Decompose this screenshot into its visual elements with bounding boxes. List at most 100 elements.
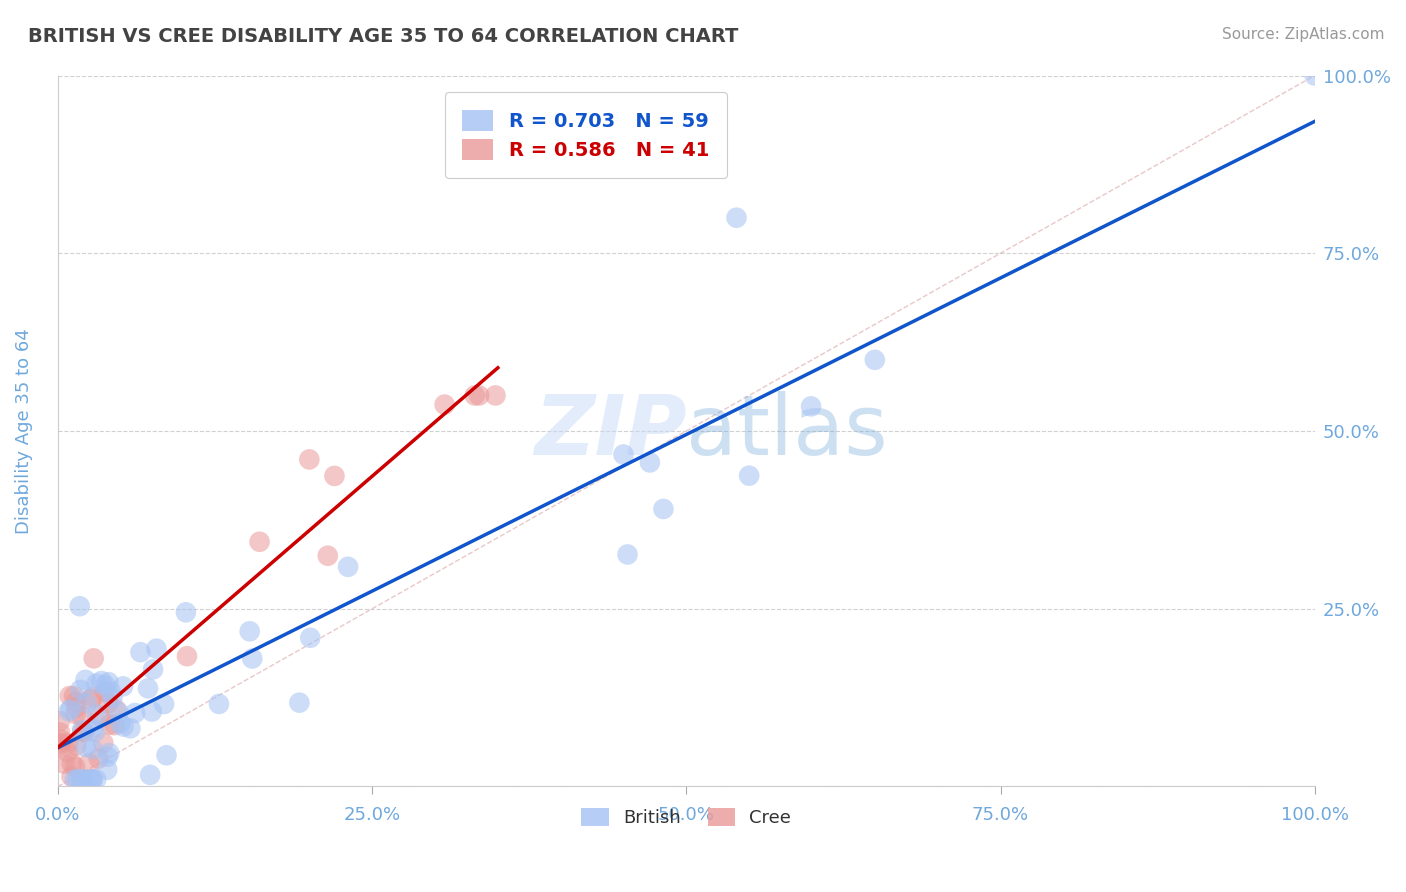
Point <box>72 724 94 739</box>
Point <box>60 770 83 784</box>
Point <box>94 678 117 692</box>
Point <box>63 772 86 787</box>
Point <box>145 641 167 656</box>
Point <box>65 700 87 714</box>
Point <box>120 721 142 735</box>
Point <box>638 455 661 469</box>
Point <box>104 702 127 716</box>
Point <box>337 559 360 574</box>
Point <box>96 763 118 777</box>
Point <box>155 748 177 763</box>
Point <box>84 772 107 787</box>
Point <box>79 772 101 787</box>
Point <box>298 452 321 467</box>
Point <box>70 723 93 737</box>
Point <box>65 706 87 721</box>
Point <box>129 645 152 659</box>
Point <box>97 749 120 764</box>
Text: ZIP: ZIP <box>534 391 686 472</box>
Point <box>153 697 176 711</box>
Point <box>725 211 748 225</box>
Point <box>73 725 96 739</box>
Point <box>104 718 127 732</box>
Point <box>863 352 886 367</box>
Text: Source: ZipAtlas.com: Source: ZipAtlas.com <box>1222 27 1385 42</box>
Point <box>141 705 163 719</box>
Point <box>652 502 675 516</box>
Point <box>484 388 506 402</box>
Point <box>612 448 634 462</box>
Point <box>80 692 103 706</box>
Point <box>316 549 339 563</box>
Point <box>112 720 135 734</box>
Point <box>75 739 97 754</box>
Point <box>84 724 107 739</box>
Point <box>58 704 80 718</box>
Point <box>69 599 91 614</box>
Point <box>323 469 346 483</box>
Point <box>97 696 120 710</box>
Point <box>208 697 231 711</box>
Point <box>70 709 93 723</box>
Point <box>433 398 456 412</box>
Point <box>86 707 108 722</box>
Point <box>240 651 263 665</box>
Point <box>66 772 89 787</box>
Point <box>738 468 761 483</box>
Point <box>174 605 197 619</box>
Point <box>59 702 82 716</box>
Point <box>107 705 129 719</box>
Point <box>112 679 135 693</box>
Point <box>91 736 114 750</box>
Point <box>82 772 104 787</box>
Point <box>49 725 72 739</box>
Point <box>83 651 105 665</box>
Point <box>616 548 638 562</box>
Point <box>110 716 132 731</box>
Point <box>94 685 117 699</box>
Point <box>139 768 162 782</box>
Point <box>80 772 103 787</box>
Point <box>464 388 486 402</box>
Point <box>69 682 91 697</box>
Point <box>63 760 86 774</box>
Point <box>56 745 79 759</box>
Point <box>98 717 121 731</box>
Point <box>101 690 124 705</box>
Point <box>82 742 104 756</box>
Point <box>65 695 87 709</box>
Point <box>75 696 97 710</box>
Point <box>97 675 120 690</box>
Point <box>89 709 111 723</box>
Point <box>53 756 76 771</box>
Point <box>60 756 83 771</box>
Point <box>124 706 146 720</box>
Point <box>176 649 198 664</box>
Point <box>239 624 262 639</box>
Point <box>75 673 97 687</box>
Point <box>299 631 322 645</box>
Point <box>1303 69 1326 83</box>
Point <box>49 736 72 750</box>
Point <box>90 673 112 688</box>
Point <box>98 746 121 760</box>
Point <box>249 534 271 549</box>
Point <box>87 751 110 765</box>
Point <box>63 689 86 703</box>
Point <box>136 681 159 696</box>
Legend: British, Cree: British, Cree <box>574 800 799 834</box>
Point <box>142 662 165 676</box>
Point <box>82 722 104 736</box>
Point <box>86 676 108 690</box>
Point <box>56 737 79 751</box>
Point <box>288 696 311 710</box>
Point <box>77 756 100 771</box>
Point <box>800 400 823 414</box>
Text: BRITISH VS CREE DISABILITY AGE 35 TO 64 CORRELATION CHART: BRITISH VS CREE DISABILITY AGE 35 TO 64 … <box>28 27 738 45</box>
Y-axis label: Disability Age 35 to 64: Disability Age 35 to 64 <box>15 328 32 534</box>
Point <box>82 690 104 704</box>
Text: atlas: atlas <box>686 391 889 472</box>
Point <box>72 772 94 787</box>
Point <box>70 772 93 786</box>
Point <box>65 739 87 753</box>
